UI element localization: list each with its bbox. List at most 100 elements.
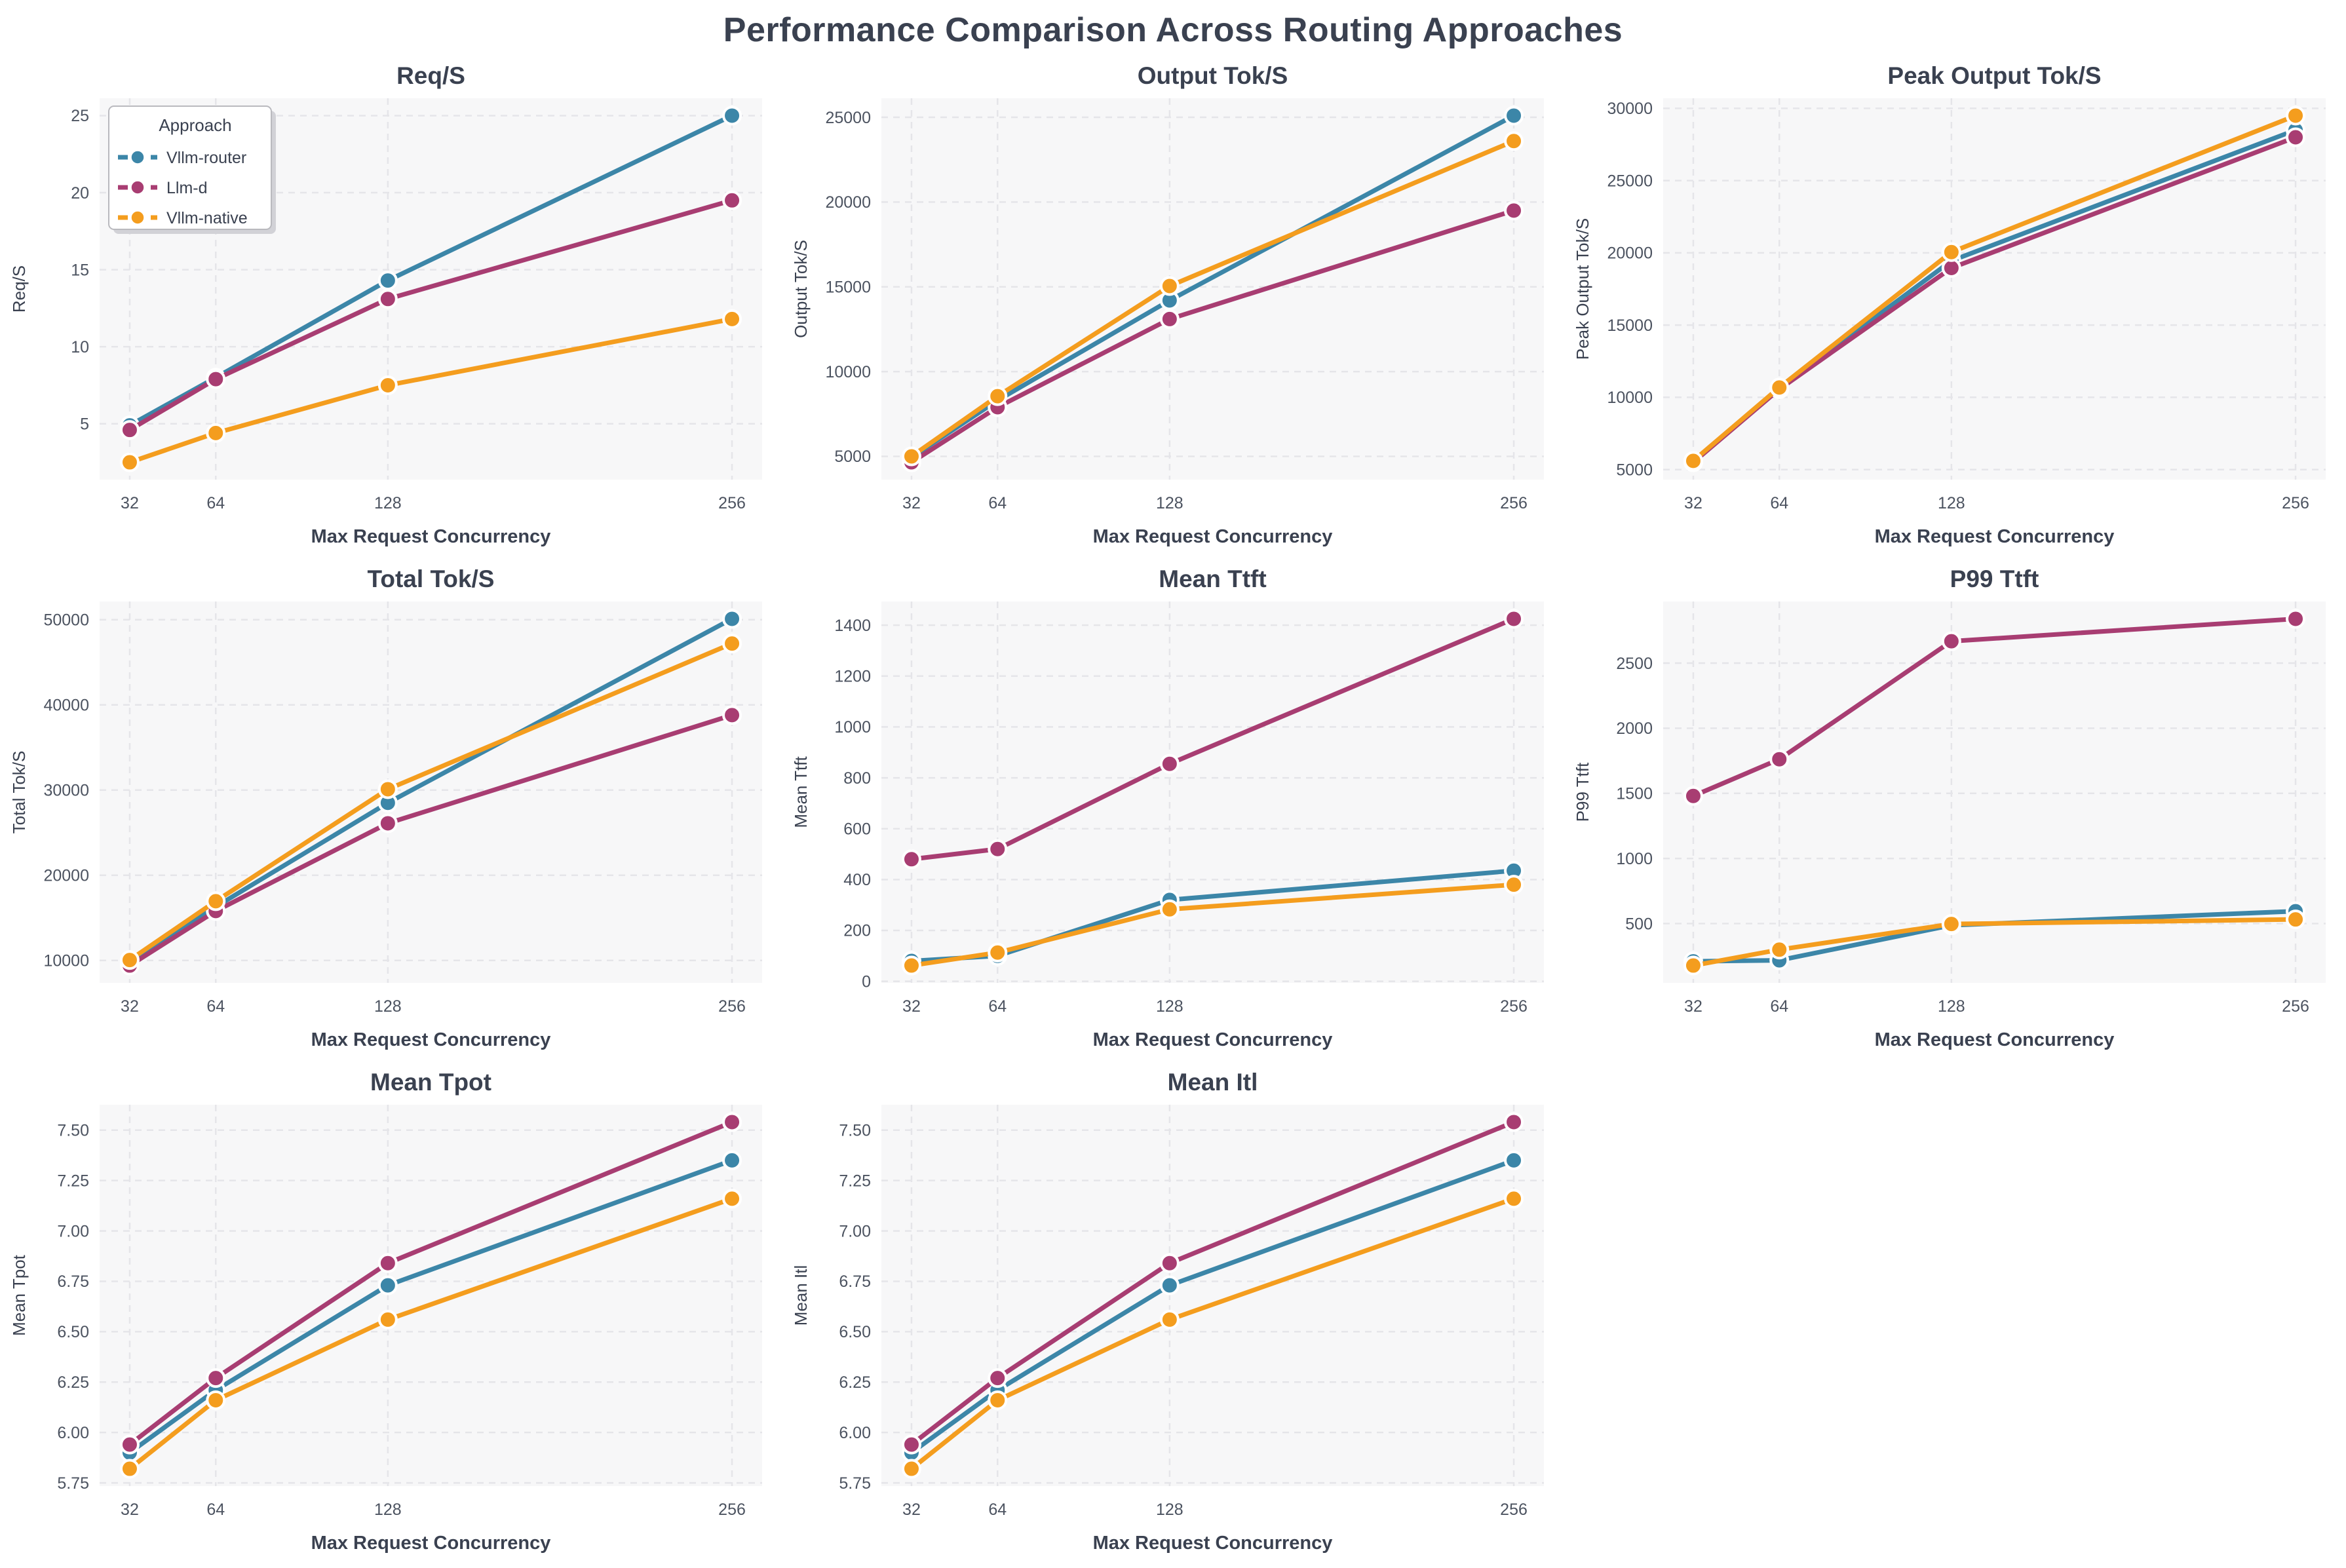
data-point [722,609,742,629]
y-tick-label: 1500 [1616,785,1653,803]
series-line [127,1119,735,1447]
series-vllm-native [119,309,742,472]
y-tick-label: 7.50 [839,1122,871,1140]
series-line [127,616,735,964]
y-tick-label: 15 [71,261,89,279]
x-tick-label: 32 [902,1501,921,1519]
y-axis-label: Output Tok/S [791,240,811,338]
x-axis-label: Max Request Concurrency [1875,1029,2115,1050]
data-point [1769,377,1790,398]
series-llm-d [901,609,1524,870]
y-axis-label: Req/S [9,265,29,313]
subplot-title: P99 Ttft [1950,565,2039,592]
y-tick-label: 6.25 [57,1373,89,1392]
chart-total-tok-s: 10000 20000 30000 40000 50000 32 64 128 256 Total… [9,565,762,1050]
x-tick-label: 64 [988,494,1007,512]
y-tick-label: 500 [1625,915,1653,933]
data-point [1504,1112,1524,1132]
y-tick-label: 10000 [825,363,871,381]
data-point [1504,1150,1524,1170]
series-line [1691,113,2298,463]
data-point [377,271,398,291]
subplot-title: Mean Ttft [1159,565,1266,592]
chart-cell-req-s: 5 10 15 20 25 32 64 128 256 Req/S Max Request Conc… [0,58,782,561]
x-tick-label: 128 [1156,997,1183,1016]
chart-cell-mean-itl: 5.75 6.00 6.25 6.50 6.75 7.00 7.25 7.50 32 64 128 2… [782,1064,1564,1567]
legend-item-label: Vllm-native [166,209,248,227]
y-axis-label: Mean Ttft [791,756,811,828]
x-axis-label: Max Request Concurrency [1093,1533,1333,1554]
legend-item-vllm-native: Vllm-native [118,209,248,227]
data-point [2286,127,2306,147]
data-point [119,452,140,472]
y-tick-label: 5000 [834,448,871,466]
y-tick-label: 20000 [825,193,871,212]
x-tick-label: 64 [206,1501,225,1519]
data-point [377,1275,398,1295]
y-tick-label: 200 [843,922,871,940]
data-point [377,1253,398,1273]
data-point [1504,131,1524,151]
series-llm-d [119,190,742,440]
x-axis-label: Max Request Concurrency [311,1533,551,1554]
data-point [1159,899,1180,919]
y-tick-label: 1200 [834,668,871,686]
series-vllm-native [901,1189,1524,1479]
x-tick-label: 64 [988,997,1007,1016]
series-line [909,882,1516,968]
data-point [377,1309,398,1329]
x-tick-label: 64 [1770,494,1788,512]
y-tick-label: 7.25 [57,1172,89,1190]
x-tick-label: 128 [374,997,402,1016]
legend-item-vllm-router: Vllm-router [118,149,246,167]
x-tick-label: 64 [206,997,225,1016]
series-vllm-native [901,131,1524,467]
y-axis-label: P99 Ttft [1573,762,1592,822]
x-axis-label: Max Request Concurrency [311,526,551,547]
series-llm-d [1683,609,2306,806]
y-tick-label: 40000 [43,697,89,715]
gridlines [100,602,762,983]
y-tick-label: 25000 [1607,172,1653,190]
y-tick-label: 6.00 [57,1424,89,1442]
legend-box [108,105,272,230]
data-point [722,1189,742,1209]
legend-item-llm-d: Llm-d [118,179,208,197]
data-point [901,849,921,870]
data-point [1159,754,1180,774]
chart-mean-tpot: 5.75 6.00 6.25 6.50 6.75 7.00 7.25 7.50 32 64 128 2… [9,1069,762,1554]
subplot-title: Total Tok/S [368,565,495,592]
plot-area [881,602,1544,983]
y-tick-label: 7.00 [57,1222,89,1240]
data-point [1504,201,1524,221]
y-tick-label: 2000 [1616,719,1653,738]
data-point [206,1390,226,1410]
data-point [722,1150,742,1170]
subplot-title: Output Tok/S [1138,62,1288,89]
data-point [1683,451,1703,471]
chart-output-tok-s: 5000 10000 15000 20000 25000 32 64 128 256 Output… [791,62,1544,547]
data-point [988,1368,1008,1388]
y-tick-label: 50000 [43,611,89,630]
subplot-title: Req/S [396,62,465,89]
x-tick-label: 256 [718,494,746,512]
y-axis-label: Peak Output Tok/S [1573,218,1592,360]
data-point [1941,631,1961,651]
x-tick-label: 128 [374,494,402,512]
chart-cell-total-tok-s: 10000 20000 30000 40000 50000 32 64 128 256 Total… [0,561,782,1064]
series-vllm-native [1683,909,2306,976]
data-point [1159,309,1180,329]
data-point [377,289,398,309]
legend-title: Approach [159,115,231,135]
x-tick-label: 32 [121,1501,139,1519]
data-point [1504,105,1524,126]
data-point [722,705,742,725]
series-line [127,316,735,465]
y-tick-label: 0 [862,972,871,991]
data-point [377,375,398,395]
y-tick-label: 10 [71,338,89,356]
legend-item-label: Llm-d [166,179,208,197]
chart-mean-itl: 5.75 6.00 6.25 6.50 6.75 7.00 7.25 7.50 32 64 128 2… [791,1069,1544,1554]
y-tick-label: 5.75 [839,1474,871,1493]
